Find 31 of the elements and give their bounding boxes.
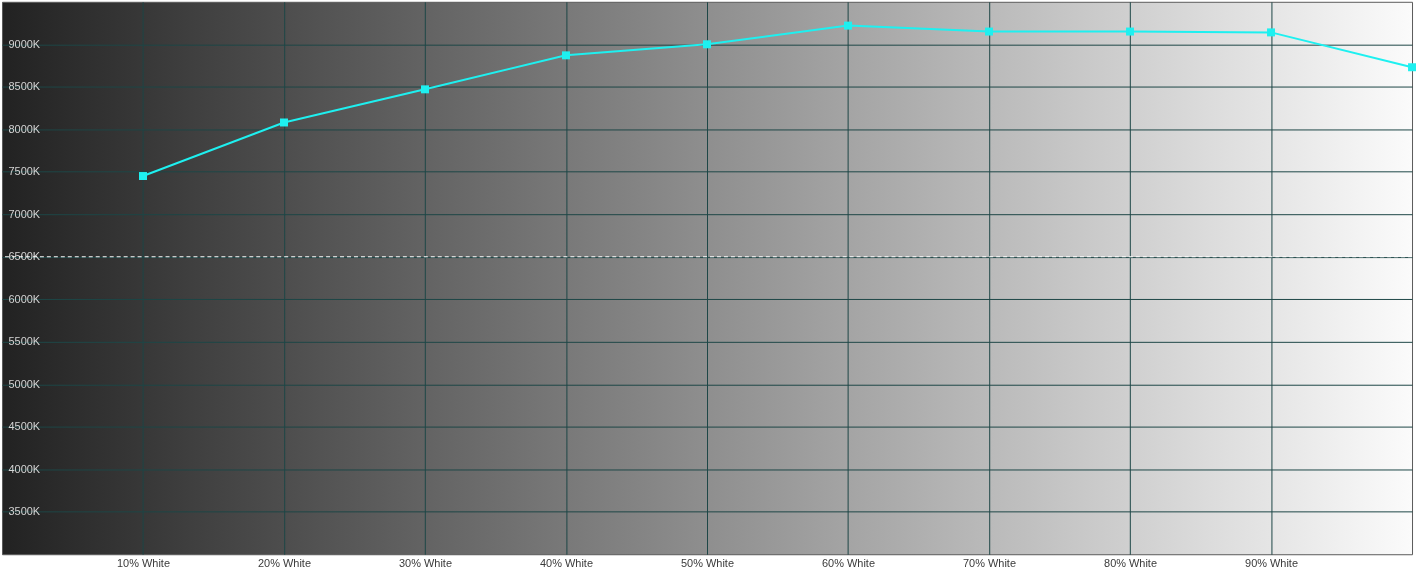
x-tick-label: 70% White bbox=[963, 556, 1016, 569]
y-tick-label: 6000K bbox=[8, 292, 41, 305]
y-tick-label: 6500K bbox=[8, 250, 41, 263]
x-tick-label: 60% White bbox=[822, 556, 875, 569]
y-tick-label: 9000K bbox=[8, 37, 41, 50]
y-tick-label: 5500K bbox=[8, 335, 41, 348]
x-tick-label: 90% White bbox=[1245, 556, 1299, 569]
x-tick-label: 30% White bbox=[399, 556, 452, 569]
point bbox=[139, 172, 147, 181]
y-tick-label: 4000K bbox=[8, 462, 41, 475]
y-tick-label: 5000K bbox=[8, 377, 41, 390]
point bbox=[1126, 27, 1135, 36]
x-tick-label: 10% White bbox=[117, 556, 170, 569]
y-tick-label: 8500K bbox=[8, 80, 41, 93]
y-tick-label: 7000K bbox=[8, 207, 41, 220]
point bbox=[703, 40, 711, 49]
x-tick-label: 50% White bbox=[681, 556, 734, 569]
point bbox=[1408, 63, 1417, 72]
point bbox=[985, 27, 994, 36]
point bbox=[844, 21, 852, 30]
point bbox=[1267, 28, 1276, 37]
x-tick-label: 20% White bbox=[258, 556, 311, 569]
point bbox=[280, 118, 288, 127]
y-tick-label: 4500K bbox=[8, 420, 41, 433]
x-tick-label: 80% White bbox=[1104, 556, 1157, 569]
y-tick-label: 3500K bbox=[8, 505, 41, 518]
x-tick-label: 40% White bbox=[540, 556, 593, 569]
point bbox=[562, 51, 570, 60]
y-tick-label: 7500K bbox=[8, 165, 41, 178]
point bbox=[421, 85, 429, 94]
y-tick-label: 8000K bbox=[8, 122, 41, 135]
